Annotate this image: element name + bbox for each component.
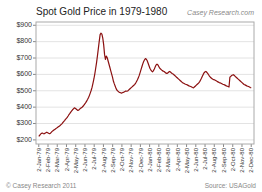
x-tick-label: 2-Jul-80	[202, 147, 208, 169]
x-tick-label: 2-Mar-79	[54, 147, 60, 172]
source: Source: USAGold	[205, 182, 257, 189]
x-tick-label: 2-Nov-79	[128, 147, 134, 172]
grid-line	[36, 41, 254, 42]
chart: $200 $300 $400 $500 $600 $700 $800 $900 2-Jan-79…	[0, 0, 262, 192]
background	[0, 0, 262, 192]
title: Spot Gold Price in 1979-1980	[36, 6, 168, 17]
x-tick-label: 2-Dec-79	[138, 147, 144, 172]
x-tick-label: 2-Apr-79	[64, 147, 70, 171]
grid-line	[36, 25, 254, 26]
x-tick-label: 2-Oct-79	[119, 147, 125, 171]
grid-line	[36, 107, 254, 108]
y-tick-label: $400	[16, 103, 32, 110]
watermark: Casey Research.com	[187, 9, 254, 17]
grid-line	[36, 123, 254, 124]
y-tick-label: $600	[16, 70, 32, 77]
x-tick-label: 2-Nov-80	[239, 147, 245, 172]
plot-area	[39, 33, 251, 136]
x-tick-label: 2-May-79	[73, 147, 79, 173]
x-tick-label: 2-May-80	[184, 147, 190, 173]
x-tick-label: 2-Mar-80	[165, 147, 171, 172]
x-axis: 2-Jan-792-Feb-792-Mar-79 2-Apr-792-May-79…	[36, 144, 254, 173]
x-tick-label: 2-Jun-79	[82, 147, 88, 171]
y-tick-label: $700	[16, 54, 32, 61]
price-line	[39, 33, 251, 136]
x-tick-label: 2-Aug-79	[101, 147, 107, 172]
grid-line	[36, 74, 254, 75]
y-tick-label: $500	[16, 87, 32, 94]
x-tick-label: 2-Dec-80	[248, 147, 254, 172]
x-tick-label: 2-Jan-79	[36, 147, 42, 171]
x-tick-label: 2-Oct-80	[230, 147, 236, 171]
plot-frame	[36, 22, 254, 144]
grid-line	[36, 139, 254, 140]
y-tick-label: $200	[16, 136, 32, 143]
y-axis: $200 $300 $400 $500 $600 $700 $800 $900	[16, 21, 36, 143]
grid-line	[36, 90, 254, 91]
y-tick-label: $300	[16, 119, 32, 126]
x-tick-label: 2-Apr-80	[175, 147, 181, 171]
x-tick-label: 2-Jul-79	[91, 147, 97, 169]
x-tick-label: 2-Feb-79	[45, 147, 51, 172]
y-tick-label: $800	[16, 37, 32, 44]
x-tick-label: 2-Aug-80	[211, 147, 217, 172]
copyright: © Casey Research 2011	[6, 182, 77, 190]
x-tick-label: 2-Jan-80	[147, 147, 153, 171]
grid	[36, 25, 254, 140]
x-tick-label: 2-Jun-80	[193, 147, 199, 171]
y-tick-label: $900	[16, 21, 32, 28]
x-tick-label: 2-Feb-80	[156, 147, 162, 172]
x-tick-label: 2-Sep-80	[221, 147, 227, 172]
x-tick-label: 2-Sep-79	[110, 147, 116, 172]
